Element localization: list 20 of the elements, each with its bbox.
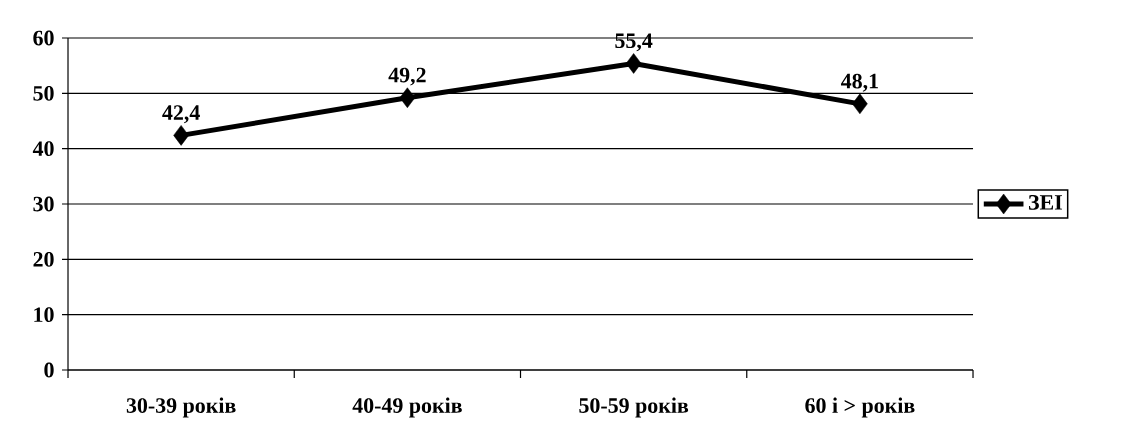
- y-tick-label: 60: [33, 30, 54, 46]
- x-tick-label: 30-39 років: [126, 397, 236, 418]
- y-tick-label: 40: [32, 141, 54, 157]
- y-tick-label: 0: [44, 362, 54, 378]
- x-tick-label: 40-49 років: [352, 397, 462, 418]
- x-tick-label: 50-59 років: [579, 397, 689, 418]
- point: [399, 87, 416, 109]
- y-tick-label: 30: [33, 196, 54, 212]
- y-tick-label: 20: [33, 251, 54, 267]
- point: [852, 93, 868, 115]
- data-label: 55,4: [615, 33, 653, 52]
- data-label: 48,1: [841, 73, 878, 92]
- point: [625, 53, 642, 74]
- y-tick-label: 10: [34, 307, 54, 323]
- y-tick-label: 50: [33, 85, 54, 101]
- data-label: 42,4: [162, 105, 200, 124]
- x-tick-label: 60 і > років: [805, 397, 915, 418]
- data-label: 49,2: [388, 67, 426, 86]
- legend-label: ЗЕІ: [1028, 195, 1062, 210]
- point: [173, 125, 189, 146]
